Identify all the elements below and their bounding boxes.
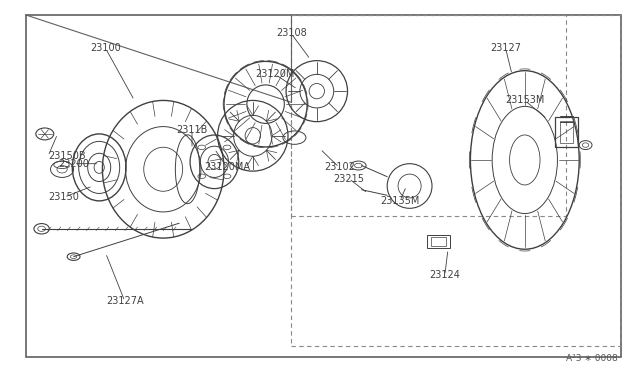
Text: 23124: 23124 <box>429 270 460 280</box>
Bar <box>555 117 578 147</box>
Text: 23127: 23127 <box>490 44 521 53</box>
Text: 23120MA: 23120MA <box>204 163 250 172</box>
Bar <box>560 121 573 143</box>
Text: 23200: 23200 <box>58 159 89 169</box>
Text: 23127A: 23127A <box>106 296 143 306</box>
Text: 23150: 23150 <box>49 192 79 202</box>
Text: 2311B: 2311B <box>176 125 208 135</box>
Text: 23153M: 23153M <box>505 96 545 105</box>
Bar <box>291 15 621 346</box>
Bar <box>291 15 566 216</box>
Text: 23150B: 23150B <box>48 151 86 161</box>
Bar <box>431 237 446 246</box>
Text: A²3 ∗ 0008: A²3 ∗ 0008 <box>566 354 618 363</box>
Text: 23108: 23108 <box>276 29 307 38</box>
Text: 23100: 23100 <box>90 44 121 53</box>
Bar <box>427 235 450 248</box>
Text: 23102: 23102 <box>324 163 355 172</box>
Text: 23120M: 23120M <box>255 70 295 79</box>
Text: 23135M: 23135M <box>380 196 420 206</box>
Text: 23215: 23215 <box>333 174 364 183</box>
